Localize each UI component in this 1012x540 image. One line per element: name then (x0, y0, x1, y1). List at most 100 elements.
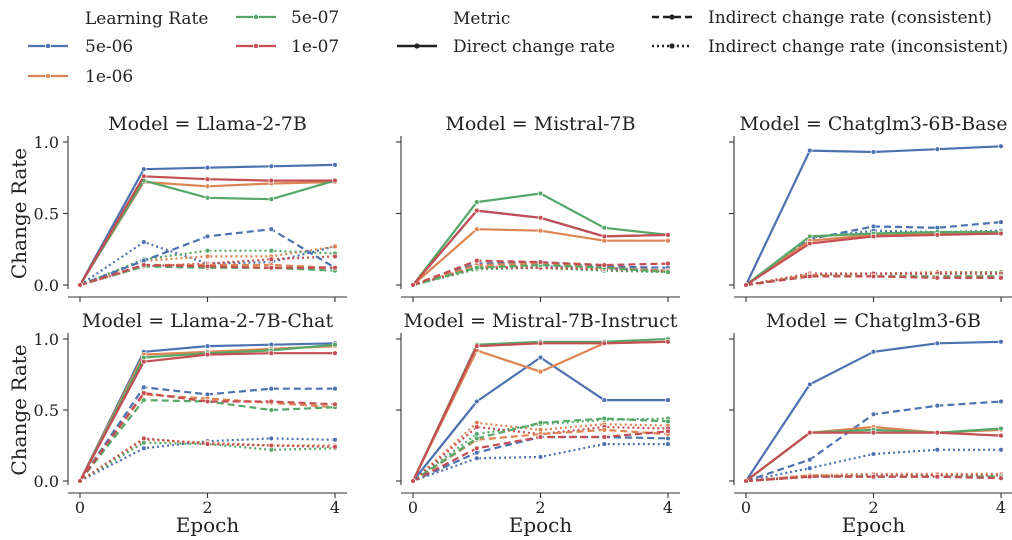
x-tick-label: 2 (868, 498, 878, 517)
y-tick-label: 1.0 (34, 330, 59, 349)
legend-marker-lr-2 (252, 13, 259, 20)
data-point (141, 445, 147, 452)
x-tick-label: 0 (741, 498, 751, 517)
data-point (537, 454, 544, 460)
data-point (204, 183, 211, 190)
data-point (934, 473, 941, 480)
data-point (537, 340, 544, 347)
series-indirect-change-rate-consistent-lr-5e-06 (743, 398, 1004, 484)
data-point (204, 343, 211, 349)
data-point (601, 340, 608, 347)
data-point (474, 435, 480, 442)
data-point (474, 199, 480, 205)
legend: Learning Rate Metric 5e-06 1e-06 5e-07 1… (28, 8, 1008, 87)
series-line (79, 352, 335, 482)
data-point (537, 227, 544, 234)
data-point (141, 390, 147, 396)
data-point (743, 282, 749, 288)
data-point (268, 442, 275, 449)
legend-item-lr-0: 5e-06 (28, 37, 133, 57)
series-indirect-change-rate-inconsistent-lr-1e-06 (410, 420, 671, 484)
data-point (268, 407, 275, 413)
data-point (537, 259, 544, 265)
series-indirect-change-rate-consistent-lr-1e-07 (77, 262, 338, 288)
data-point (807, 233, 813, 240)
data-point (998, 447, 1004, 453)
data-point (665, 260, 671, 267)
legend-marker-lr-0 (45, 43, 52, 50)
y-tick-label: 0.5 (34, 205, 59, 224)
data-point (665, 418, 671, 425)
data-point (268, 385, 275, 392)
data-point (204, 195, 211, 201)
legend-item-metric-inconsistent: Indirect change rate (inconsistent) (652, 37, 1008, 57)
data-point (601, 434, 608, 440)
data-point (743, 478, 749, 484)
data-point (807, 465, 813, 471)
data-point (332, 350, 338, 356)
data-point (934, 275, 941, 281)
x-tick-label: 4 (330, 498, 340, 517)
data-point (537, 215, 544, 221)
series-line (79, 391, 336, 482)
data-point (601, 441, 608, 447)
series-line (79, 342, 336, 482)
series-line (79, 441, 336, 482)
panel-model-mistral-7b: Model = Mistral-7B (396, 113, 680, 302)
legend-item-lr-3: 1e-07 (236, 37, 339, 57)
data-point (474, 257, 480, 264)
data-point (537, 434, 544, 440)
data-point (870, 473, 877, 480)
data-point (934, 402, 941, 409)
series-direct-change-rate-lr-1e-07 (743, 230, 1004, 288)
panel-title: Model = Llama-2-7B (108, 113, 307, 135)
data-point (474, 343, 480, 349)
data-point (332, 385, 338, 392)
legend-item-lr-1: 1e-06 (28, 67, 133, 87)
series-line (412, 340, 669, 482)
panel-model-chatglm3-6b-base: Model = Chatglm3-6B-Base (729, 113, 1012, 302)
data-point (934, 447, 941, 453)
data-point (141, 166, 147, 172)
series-line (412, 443, 668, 483)
data-point (204, 164, 211, 171)
x-tick-label: 2 (202, 498, 212, 517)
series-direct-change-rate-lr-5e-06 (743, 143, 1004, 288)
data-point (998, 230, 1004, 237)
data-point (870, 451, 877, 457)
series-indirect-change-rate-inconsistent-lr-5e-06 (743, 447, 1004, 484)
data-point (332, 243, 338, 250)
data-point (934, 232, 941, 238)
series-line (412, 340, 669, 482)
data-point (601, 225, 608, 231)
data-point (268, 265, 275, 271)
data-point (665, 441, 671, 447)
x-tick-label: 2 (535, 498, 545, 517)
data-point (474, 445, 480, 452)
panel-model-llama-2-7b-chat: Model = Llama-2-7B-Chat 0.0 0.5 1.0 0 2 4 Chang… (7, 310, 347, 537)
legend-item-metric-consistent: Indirect change rate (consistent) (652, 8, 992, 28)
data-point (601, 262, 608, 268)
data-point (998, 432, 1004, 439)
data-point (998, 275, 1004, 281)
y-axis-label: Change Rate (7, 344, 31, 475)
data-point (870, 411, 877, 418)
legend-label-lr-0: 5e-06 (85, 37, 133, 57)
series-line (412, 263, 669, 287)
series-direct-change-rate-lr-1e-07 (77, 350, 338, 484)
data-point (141, 435, 147, 442)
data-point (998, 475, 1004, 481)
legend-item-lr-2: 5e-07 (236, 8, 339, 28)
series-line (79, 343, 336, 482)
data-point (410, 282, 416, 288)
data-point (934, 146, 941, 152)
data-point (268, 196, 275, 202)
x-axis-label: Epoch (842, 513, 906, 537)
data-point (204, 253, 211, 260)
data-point (410, 478, 416, 484)
data-point (332, 444, 338, 450)
data-point (870, 429, 877, 436)
data-point (807, 456, 813, 463)
